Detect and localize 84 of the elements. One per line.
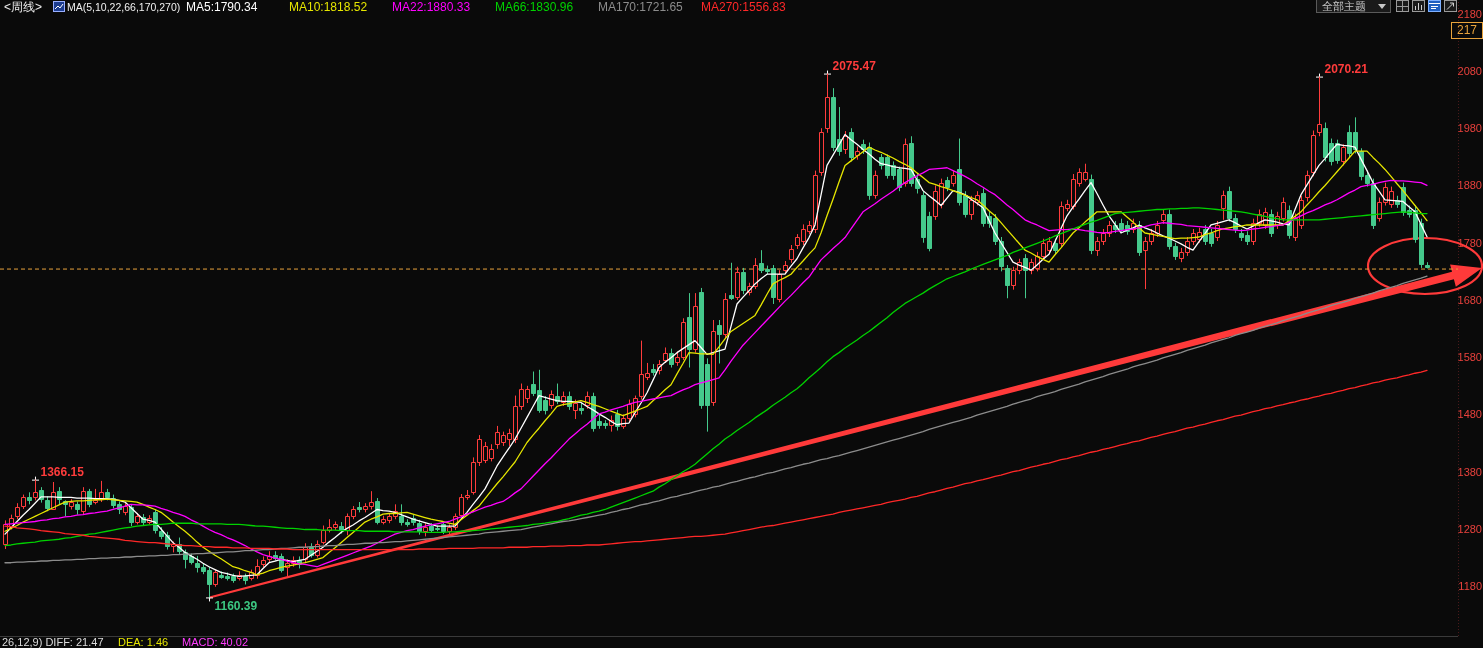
- candlestick: [243, 573, 248, 585]
- text: MA170:1721.65: [598, 0, 684, 14]
- text: 217: [1457, 23, 1478, 37]
- y-tick-label: 1780: [1457, 236, 1482, 249]
- y-tick-label: 1980: [1457, 122, 1482, 135]
- candlestick: [663, 346, 668, 364]
- candlestick: [867, 142, 872, 201]
- line-series: [4, 369, 1428, 551]
- candlestick: [21, 494, 26, 510]
- candlestick: [573, 399, 578, 420]
- candlestick: [69, 498, 74, 510]
- candlestick: [579, 402, 584, 415]
- candlestick: [33, 479, 38, 501]
- candlestick: [783, 260, 788, 274]
- line-series: [4, 275, 1428, 564]
- candlestick: [129, 503, 134, 527]
- candlestick: [819, 127, 824, 177]
- candlestick: [723, 292, 728, 339]
- chart-title: <周线>: [4, 0, 43, 14]
- candlestick: [261, 555, 266, 568]
- candlestick: [717, 319, 722, 365]
- text: MA22:1880.33: [392, 0, 471, 14]
- candlestick: [357, 501, 362, 513]
- candlestick: [105, 488, 110, 501]
- candlestick: [687, 292, 692, 369]
- candlestick: [789, 244, 794, 264]
- candlestick: [849, 127, 854, 162]
- annotation: 1160.39: [214, 599, 258, 614]
- annotation: 2075.47: [832, 58, 877, 73]
- candlestick: [1005, 264, 1010, 299]
- candlestick: [843, 130, 848, 155]
- candlestick: [951, 170, 956, 188]
- y-tick-label: 1680: [1457, 293, 1482, 306]
- candlestick: [1161, 209, 1166, 225]
- candlestick: [945, 176, 950, 192]
- text: MA66:1830.96: [495, 0, 574, 14]
- candlestick: [735, 266, 740, 301]
- candlestick: [423, 522, 428, 537]
- candlestick: [45, 495, 50, 512]
- candlestick: [1023, 253, 1028, 299]
- y-tick-label: 1580: [1457, 351, 1482, 364]
- candlestick: [825, 73, 830, 134]
- candlestick: [27, 491, 32, 505]
- candlestick: [693, 292, 698, 354]
- candlestick: [75, 500, 80, 516]
- annotation: 2070.21: [1324, 61, 1369, 76]
- y-tick-label: 1180: [1458, 580, 1482, 593]
- annotation: 1366.15: [40, 464, 85, 479]
- candlestick: [729, 262, 734, 301]
- candlestick: [1317, 76, 1322, 137]
- y-tick-label: 2180: [1457, 7, 1482, 20]
- candlestick: [615, 409, 620, 431]
- y-tick-label: 1380: [1457, 465, 1482, 478]
- y-tick-label: 2080: [1457, 64, 1482, 77]
- candlestick: [213, 569, 218, 588]
- candlestick: [123, 502, 128, 516]
- candlestick: [969, 195, 974, 221]
- candlestick: [741, 267, 746, 295]
- candlestick: [135, 512, 140, 525]
- candlestick: [873, 170, 878, 200]
- legend-title: MA(5,10,22,66,170,270): [67, 1, 181, 13]
- y-tick-label: 1880: [1457, 179, 1482, 192]
- candlestick: [93, 488, 98, 505]
- line-series: [4, 207, 1428, 547]
- annotation: 全部主题: [1322, 0, 1366, 12]
- text: MA10:1818.52: [289, 0, 368, 14]
- text: MA5:1790.34: [186, 0, 258, 14]
- text: MA270:1556.83: [701, 0, 787, 14]
- candlestick: [777, 269, 782, 303]
- candlestick: [903, 138, 908, 188]
- candlestick: [753, 257, 758, 290]
- candlestick: [321, 525, 326, 545]
- annotation: DEA: 1.46: [118, 636, 169, 648]
- candlestick: [711, 319, 716, 407]
- y-tick-label: 1280: [1457, 522, 1482, 535]
- annotation: MACD: 40.02: [182, 636, 249, 648]
- candlestick: [57, 486, 62, 505]
- candlestick: [1425, 261, 1430, 269]
- candlestick: [651, 363, 656, 377]
- candlestick: [1221, 190, 1226, 221]
- candlestick: [15, 502, 20, 520]
- annotation: 26,12,9) DIFF: 21.47: [2, 636, 104, 648]
- y-tick-label: 1480: [1457, 408, 1482, 421]
- candlestick: [1341, 143, 1346, 166]
